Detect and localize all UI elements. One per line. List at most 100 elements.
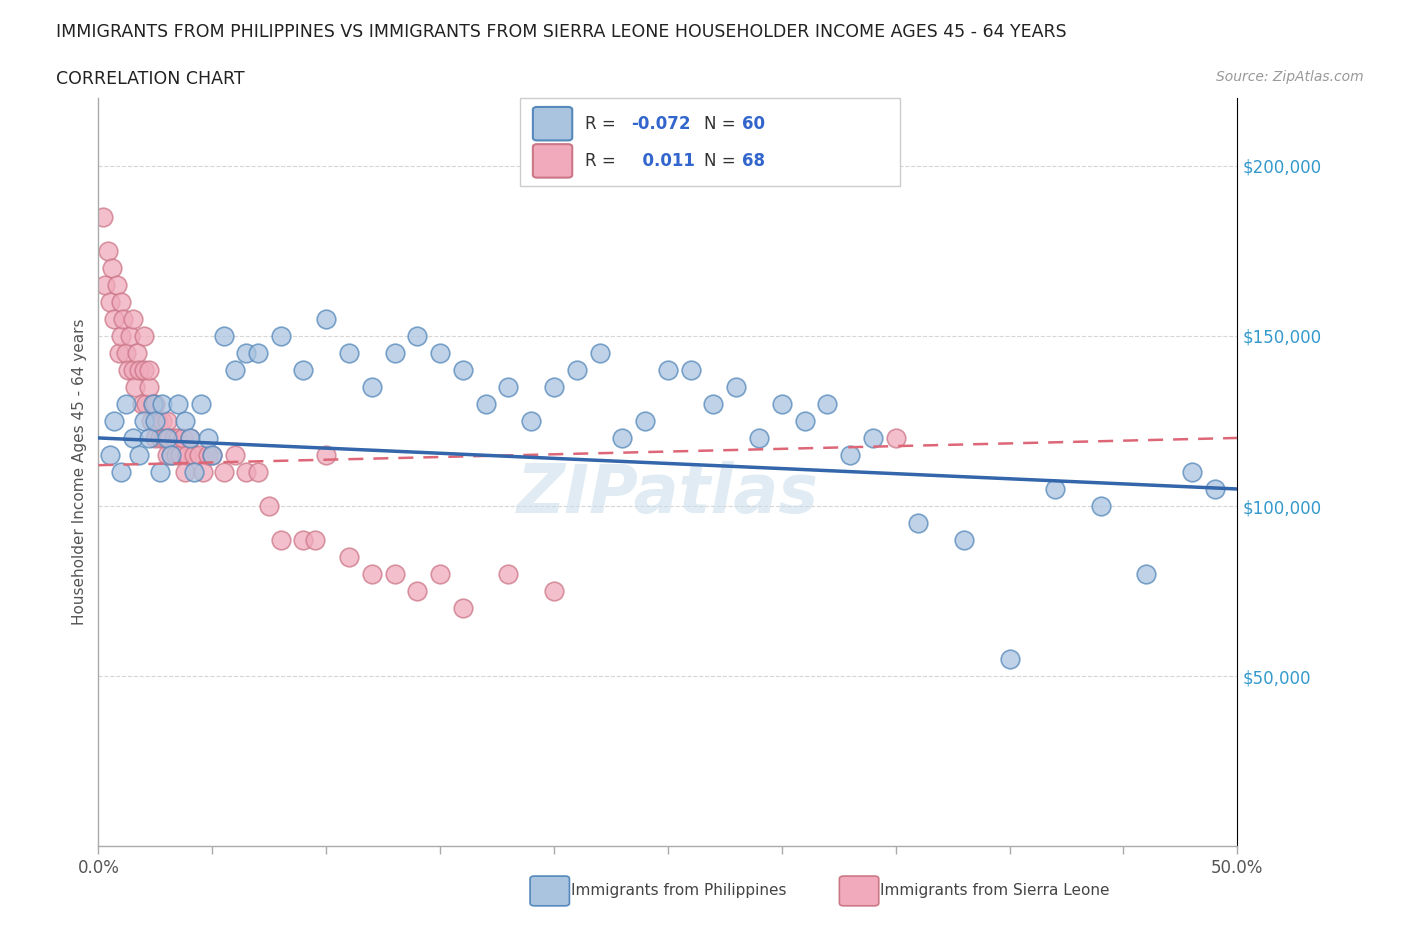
Point [128,447,150,462]
Point [124,379,146,394]
Point [1204,482,1226,497]
Point [498,566,520,581]
Point [998,652,1021,667]
Point [360,566,382,581]
Point [588,345,610,360]
Point [224,447,246,462]
Point [183,447,205,462]
Point [96,244,118,259]
Point [121,431,143,445]
Point [520,414,543,429]
Point [172,431,194,445]
Point [174,465,197,480]
Point [193,465,215,480]
Text: R =: R = [585,114,621,133]
Point [187,447,209,462]
Point [160,447,183,462]
Text: ZIPatlas: ZIPatlas [517,461,818,527]
Point [183,465,205,480]
Point [953,533,976,548]
Point [110,465,132,480]
Point [156,414,179,429]
Point [146,414,169,429]
Point [132,363,155,378]
Point [315,447,337,462]
Point [246,465,269,480]
Point [145,396,167,411]
Text: -0.072: -0.072 [631,114,690,133]
Point [153,431,176,445]
Point [235,345,257,360]
Point [702,396,724,411]
Point [360,379,382,394]
Point [270,328,292,343]
Point [91,209,114,224]
Text: R =: R = [585,152,621,170]
Point [127,345,149,360]
Point [160,447,183,462]
Point [748,431,770,445]
Point [543,584,565,599]
Point [815,396,838,411]
Point [165,447,187,462]
Point [156,431,179,445]
Point [246,345,269,360]
Point [907,515,929,530]
Point [292,363,315,378]
Point [201,447,224,462]
Point [270,533,292,548]
Text: CORRELATION CHART: CORRELATION CHART [56,70,245,87]
Point [862,431,884,445]
Text: Immigrants from Sierra Leone: Immigrants from Sierra Leone [880,884,1109,898]
Point [132,414,155,429]
Point [98,447,121,462]
Point [337,550,360,565]
Point [259,498,281,513]
Point [612,431,634,445]
Point [138,363,160,378]
Point [176,447,198,462]
Point [725,379,748,394]
Point [304,533,326,548]
Point [139,414,162,429]
Text: 0.011: 0.011 [631,152,695,170]
Point [657,363,679,378]
Point [201,447,224,462]
Point [384,345,406,360]
Point [174,414,197,429]
Point [429,345,451,360]
Point [197,447,219,462]
Point [197,431,219,445]
Point [884,431,907,445]
Point [112,312,135,326]
Text: 60: 60 [742,114,765,133]
Point [103,312,125,326]
Point [1181,465,1204,480]
Point [451,601,474,616]
Point [145,431,167,445]
Point [451,363,474,378]
Point [162,431,184,445]
Point [235,465,257,480]
Point [429,566,451,581]
Point [1043,482,1066,497]
Point [315,312,337,326]
Point [224,363,246,378]
Point [131,396,153,411]
Point [169,447,191,462]
Point [839,447,862,462]
Point [145,414,167,429]
Point [114,396,136,411]
Point [110,295,132,310]
Point [565,363,588,378]
Point [384,566,406,581]
Text: IMMIGRANTS FROM PHILIPPINES VS IMMIGRANTS FROM SIERRA LEONE HOUSEHOLDER INCOME A: IMMIGRANTS FROM PHILIPPINES VS IMMIGRANT… [56,23,1067,41]
Text: Immigrants from Philippines: Immigrants from Philippines [571,884,786,898]
Y-axis label: Householder Income Ages 45 - 64 years: Householder Income Ages 45 - 64 years [72,319,87,625]
Text: N =: N = [704,114,741,133]
Point [543,379,565,394]
Point [498,379,520,394]
Point [179,431,201,445]
Point [149,431,172,445]
Point [157,431,180,445]
